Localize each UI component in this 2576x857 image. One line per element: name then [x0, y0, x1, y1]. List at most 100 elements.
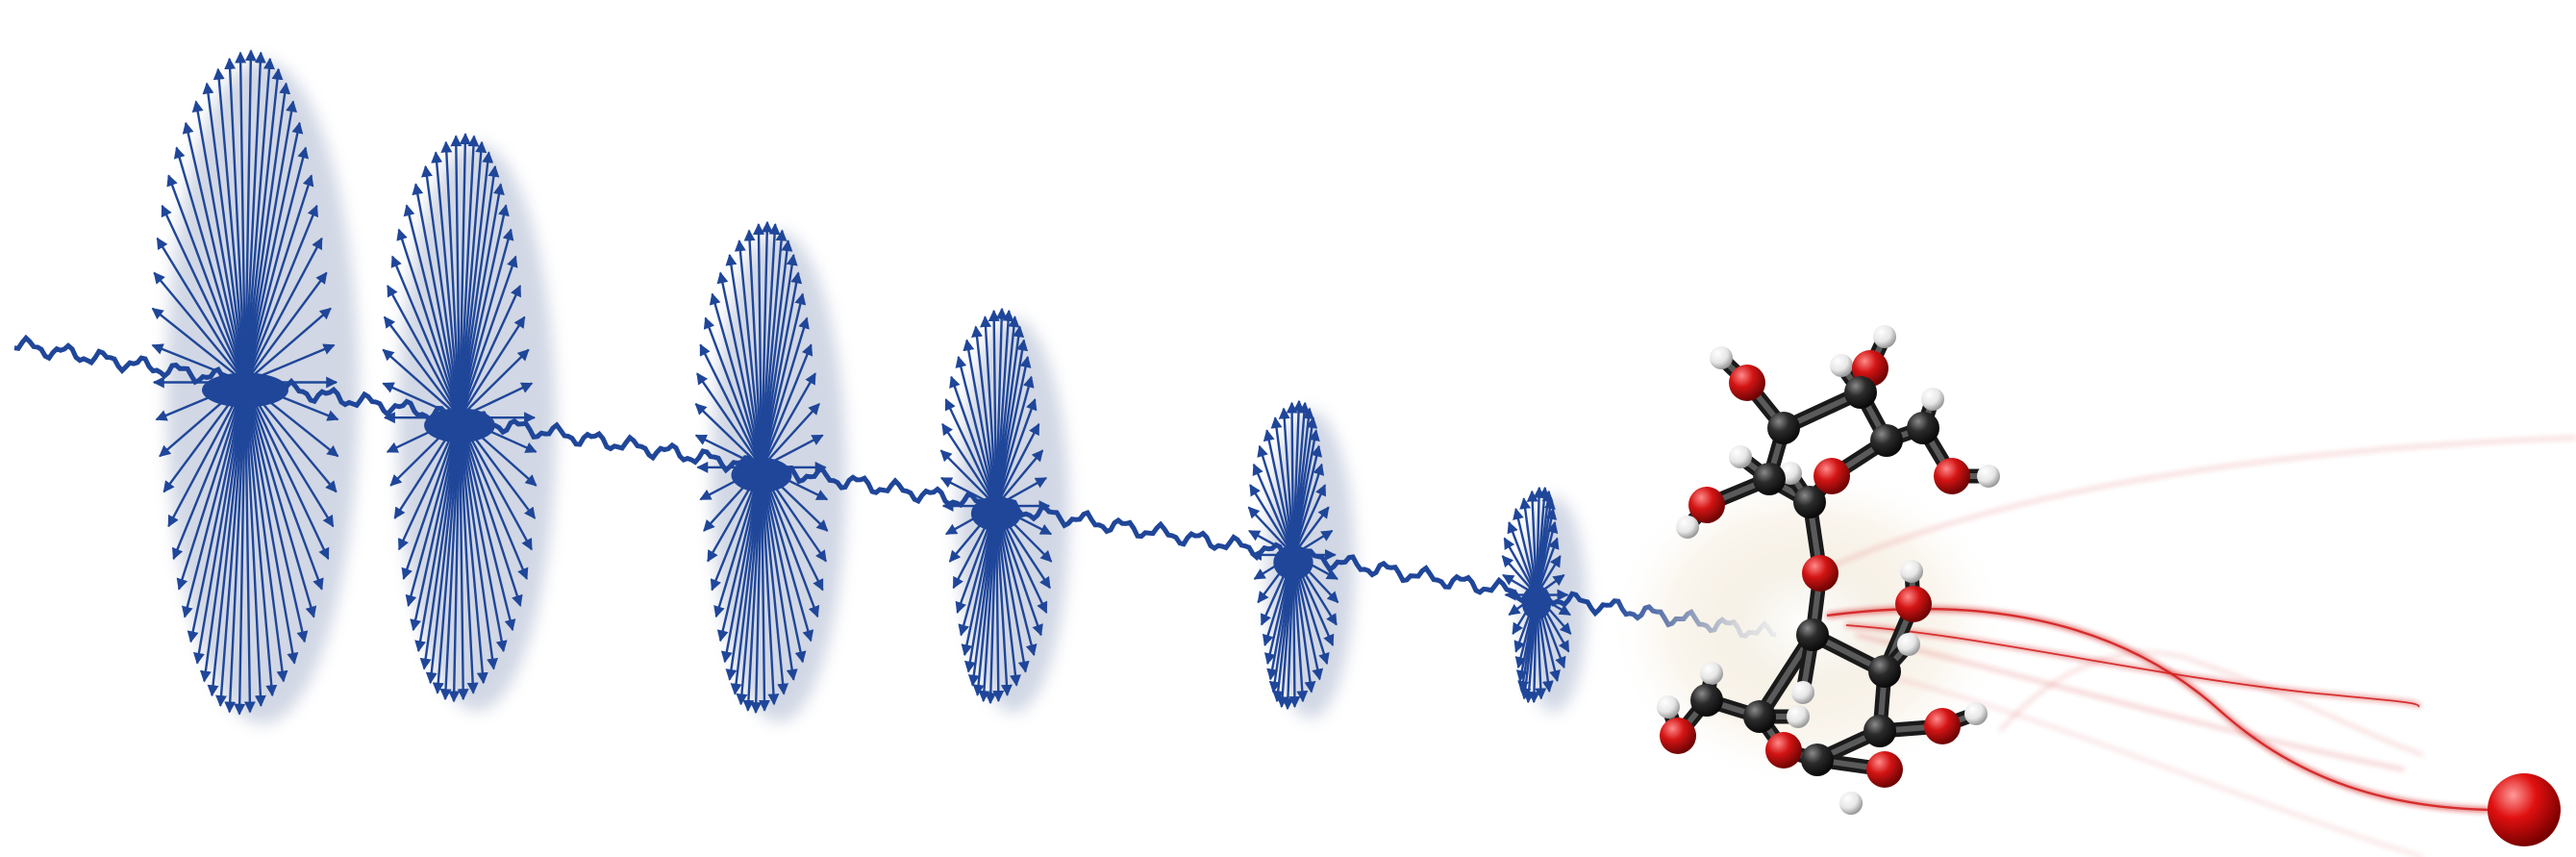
field-arrow [716, 466, 763, 643]
field-arrow [994, 505, 1038, 657]
field-arrow [994, 307, 1008, 507]
field-arrow [458, 255, 518, 418]
electron-trail-core [1826, 607, 2491, 812]
field-arrow [949, 375, 998, 507]
field-arrow [760, 239, 793, 468]
field-arrow [760, 466, 820, 618]
field-arrow [1291, 484, 1327, 556]
field-arrow [994, 505, 1013, 696]
field-arrow [696, 372, 763, 468]
field-arrow [720, 466, 763, 664]
electron-trail-core [1845, 624, 2420, 708]
field-arrow [243, 381, 335, 528]
oxygen-atom [1660, 718, 1696, 754]
field-arrow [161, 204, 247, 384]
field-arrow [243, 382, 309, 643]
field-arrow [439, 417, 462, 701]
field-arrow [758, 466, 770, 712]
field-arrow [994, 505, 1021, 687]
field-arrow [458, 183, 505, 418]
field-arrow [971, 325, 998, 507]
fan-hub [202, 372, 288, 408]
field-arrow [431, 151, 462, 418]
oxygen-atom [1729, 365, 1765, 401]
field-arrow [458, 416, 516, 632]
field-arrow [193, 382, 247, 665]
carbon-atom [1743, 700, 1776, 733]
oxygen-atom [1866, 751, 1903, 788]
field-arrow [151, 307, 246, 384]
fan-hub [731, 457, 792, 492]
hydrogen-atom [1830, 354, 1853, 377]
field-arrow [1291, 463, 1325, 556]
field-arrow [243, 57, 275, 383]
field-arrow [153, 271, 246, 384]
field-arrow [421, 164, 462, 418]
field-arrow [243, 82, 291, 383]
field-arrow [234, 382, 247, 716]
oxygen-atom [1924, 708, 1961, 744]
field-arrow [243, 174, 314, 383]
field-arrow [760, 220, 773, 467]
field-arrow [448, 417, 462, 703]
field-arrow [387, 285, 462, 418]
polarization-arrow-fans [151, 49, 1572, 716]
field-arrow [458, 416, 523, 607]
field-arrow [215, 382, 247, 707]
hydrogen-atom [1700, 662, 1723, 685]
arrow-fan-5 [1247, 399, 1339, 711]
field-arrow [734, 239, 763, 467]
carbon-atom [1801, 744, 1834, 776]
field-arrow [458, 417, 498, 670]
field-arrow [432, 417, 462, 694]
hydrogen-atom [1791, 681, 1814, 704]
field-arrow [458, 417, 479, 694]
field-arrow [243, 382, 266, 707]
field-arrow [736, 466, 763, 706]
field-arrow [1535, 520, 1559, 595]
field-arrow [243, 382, 317, 618]
field-arrow [980, 315, 998, 507]
field-arrow [760, 466, 789, 695]
electron [2488, 773, 2561, 846]
hydrogen-atom [1921, 388, 1944, 411]
field-arrow [963, 505, 998, 673]
field-arrow [760, 271, 803, 468]
pulse-shadow [166, 60, 1587, 724]
field-arrow [458, 133, 471, 418]
field-arrow [243, 146, 310, 383]
field-arrow [243, 204, 318, 383]
field-arrow [1278, 407, 1295, 555]
fan-hub [1273, 544, 1313, 580]
oxygen-atom [1802, 555, 1838, 592]
field-arrow [760, 229, 788, 467]
carbon-atom [1844, 376, 1877, 409]
field-arrow [750, 466, 763, 715]
field-arrow [760, 466, 798, 681]
field-arrow [703, 316, 763, 468]
hydrogen-atom [1787, 705, 1810, 728]
field-arrow [760, 253, 798, 468]
field-arrow [156, 237, 247, 384]
hydrogen-atom [1676, 516, 1699, 539]
field-arrow [458, 416, 529, 580]
carbon-atom [1863, 715, 1896, 747]
field-arrow [713, 466, 763, 618]
field-arrow [425, 417, 462, 685]
field-arrow [410, 416, 462, 632]
field-arrow [243, 382, 299, 665]
field-arrow [753, 222, 765, 467]
field-arrow [994, 398, 1038, 507]
hydrogen-atom [1710, 346, 1733, 369]
arrow-fan-4 [939, 307, 1053, 705]
fan-hub [424, 408, 495, 443]
fan-hub [970, 496, 1022, 532]
field-arrow [401, 416, 462, 580]
field-arrow [730, 466, 763, 695]
field-arrow [1503, 537, 1538, 596]
arrow-fan-3 [694, 220, 829, 715]
hydrogen-atom [1839, 792, 1863, 815]
field-arrow [1526, 490, 1538, 595]
carbon-atom [1868, 655, 1901, 688]
hydrogen-atom [1964, 702, 1988, 725]
